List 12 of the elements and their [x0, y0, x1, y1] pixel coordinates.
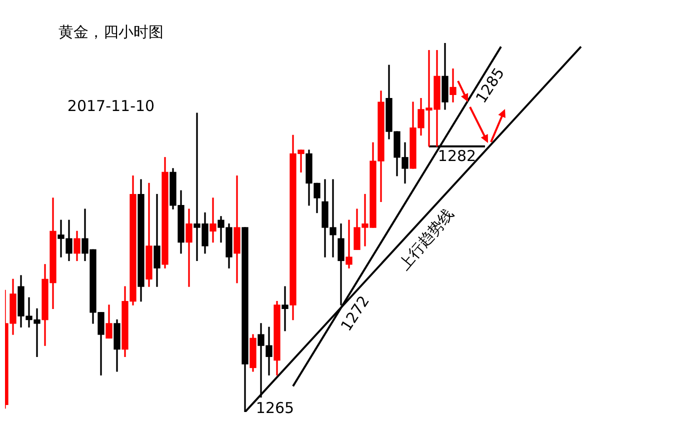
- candlestick: [210, 198, 216, 243]
- candlestick: [234, 176, 240, 284]
- candlestick: [282, 286, 288, 332]
- annotation: 1282: [438, 146, 476, 165]
- chart-title: 黄金，四小时图: [58, 22, 164, 41]
- annotation: 2017-11-10: [67, 96, 155, 115]
- annotation: 1265: [256, 398, 294, 417]
- candlestick: [154, 194, 160, 287]
- candlestick: [450, 68, 456, 102]
- candlestick: [186, 208, 192, 287]
- candlestick: [346, 220, 352, 268]
- text: 上行趋势线: [395, 204, 458, 274]
